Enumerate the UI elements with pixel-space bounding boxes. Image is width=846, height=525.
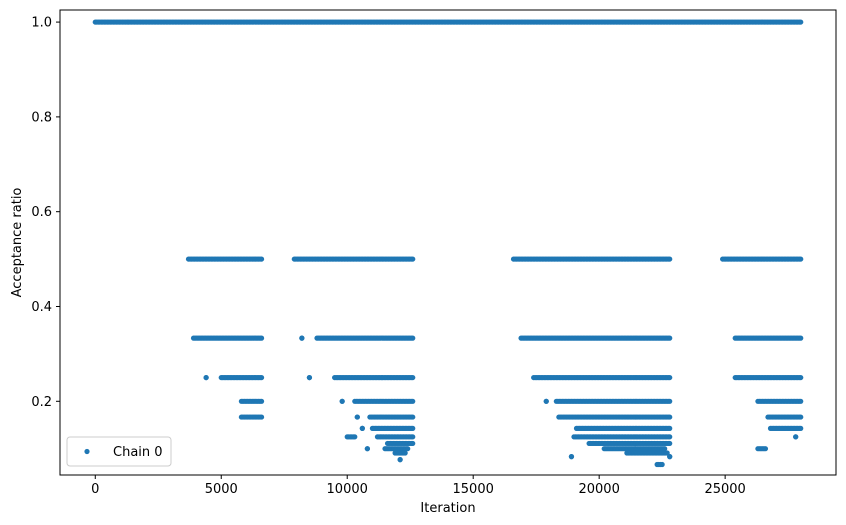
data-point (568, 454, 575, 460)
data-point (405, 446, 411, 452)
data-point (410, 425, 416, 431)
data-point (667, 256, 673, 262)
data-point (667, 454, 673, 460)
data-point (793, 434, 799, 440)
x-tick-label: 20000 (578, 482, 619, 497)
legend-marker (84, 448, 90, 455)
y-tick-label: 1.0 (31, 16, 52, 31)
data-point (410, 374, 416, 381)
data-point (397, 457, 403, 463)
data-point (667, 414, 673, 420)
x-tick-label: 10000 (327, 482, 368, 497)
y-tick-label: 0.4 (31, 300, 52, 315)
data-point (667, 335, 673, 341)
data-point (410, 256, 416, 262)
data-point (659, 461, 665, 468)
data-point (299, 335, 305, 341)
plot-frame (59, 9, 837, 476)
data-point (410, 335, 416, 341)
data-point (258, 374, 265, 381)
data-point (664, 450, 670, 456)
x-tick-label: 5000 (205, 482, 238, 497)
x-tick-label: 0 (91, 482, 99, 497)
scatter-points (92, 19, 804, 468)
data-point (364, 446, 370, 452)
data-point (352, 434, 358, 440)
y-axis: 0.2 0.4 0.6 0.8 1.0 (31, 16, 60, 410)
data-point (258, 256, 265, 262)
data-point (410, 414, 416, 420)
y-tick-label: 0.8 (31, 110, 52, 125)
data-point (798, 335, 804, 341)
data-point (203, 374, 209, 381)
data-point (667, 374, 673, 381)
data-point (410, 434, 416, 440)
x-axis: 0 5000 10000 15000 20000 25000 (91, 475, 746, 497)
data-point (667, 398, 673, 404)
data-point (667, 425, 673, 431)
data-point (662, 446, 668, 452)
data-point (798, 414, 804, 420)
x-tick-label: 25000 (704, 482, 745, 497)
data-point (258, 398, 265, 404)
y-tick-label: 0.6 (31, 205, 52, 220)
legend-label: Chain 0 (113, 445, 163, 460)
data-point (798, 374, 804, 381)
data-point (798, 398, 804, 404)
data-point (798, 256, 804, 262)
data-point (306, 374, 313, 381)
data-point (410, 440, 416, 447)
data-point (667, 440, 673, 447)
data-point (798, 425, 804, 431)
data-point (359, 425, 365, 431)
data-point (667, 434, 673, 440)
data-point (543, 398, 549, 404)
legend: Chain 0 (66, 436, 172, 467)
x-axis-label: Iteration (420, 501, 475, 516)
data-point (798, 19, 804, 25)
data-point (258, 335, 265, 341)
legend-box (66, 436, 172, 467)
y-axis-label: Acceptance ratio (10, 188, 25, 298)
data-point (339, 398, 345, 404)
data-point (258, 414, 265, 420)
y-tick-label: 0.2 (31, 395, 52, 410)
data-point (402, 450, 408, 456)
data-point (354, 414, 360, 420)
x-tick-label: 15000 (453, 482, 494, 497)
data-point (762, 446, 769, 452)
data-point (410, 398, 416, 404)
